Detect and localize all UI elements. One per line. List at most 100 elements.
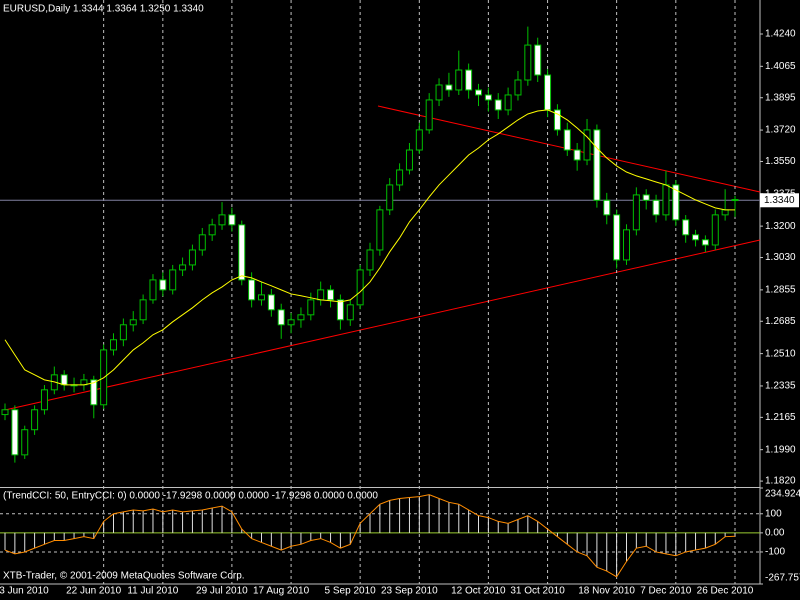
candle-body: [277, 309, 285, 326]
x-tick-label: 3 Jun 2010: [0, 586, 49, 597]
y-tick-label: 1.1990: [765, 444, 796, 455]
x-tick-label: 29 Jul 2010: [196, 586, 248, 597]
candle-body: [31, 409, 39, 431]
footer-note: XTB-Trader, © 2001-2009 MetaQuotes Softw…: [3, 571, 245, 582]
y-tick-label: 1.3030: [765, 252, 796, 263]
candle-body: [652, 199, 660, 216]
candle-body: [169, 269, 177, 291]
candle-body: [583, 129, 591, 161]
candle-body: [524, 44, 532, 81]
candle-body: [336, 299, 344, 321]
y-tick-label: -267.757: [765, 573, 800, 584]
candle-body: [415, 129, 423, 151]
x-tick-label: 5 Sep 2010: [325, 586, 377, 597]
candle-body: [672, 184, 680, 221]
moving-average: [4, 109, 735, 386]
y-tick-label: -100: [765, 547, 785, 558]
candle-body: [425, 99, 433, 131]
candle-body: [642, 194, 650, 201]
y-tick-label: 1.2685: [765, 316, 796, 327]
candle-body: [396, 169, 404, 186]
candle-body: [179, 264, 187, 271]
candle-body: [287, 319, 295, 326]
candle-body: [563, 129, 571, 151]
candle-body: [90, 379, 98, 406]
candle-body: [632, 194, 640, 231]
candle-body: [149, 279, 157, 301]
x-tick-label: 31 Oct 2010: [510, 586, 565, 597]
x-tick-label: 11 Jul 2010: [127, 586, 178, 597]
candle-body: [346, 304, 354, 321]
candle-body: [228, 214, 236, 226]
indicator-title: (TrendCCI: 50, EntryCCI: 0) 0.0000 -17.9…: [3, 491, 378, 502]
current-price-box: [760, 193, 799, 208]
y-tick-label: 1.4065: [765, 61, 796, 72]
y-tick-label: 1.3200: [765, 221, 796, 232]
candle-body: [11, 409, 19, 456]
candle-body: [366, 249, 374, 271]
candle-body: [435, 84, 443, 101]
candle-body: [257, 294, 265, 301]
y-tick-label: 1.3550: [765, 156, 796, 167]
candle-body: [593, 129, 601, 201]
candle-body: [603, 199, 611, 216]
x-tick-label: 12 Oct 2010: [451, 586, 506, 597]
candle-body: [40, 389, 48, 411]
x-tick-label: 7 Dec 2010: [640, 586, 692, 597]
candle-body: [544, 74, 552, 111]
candle-body: [553, 109, 561, 131]
candle-body: [573, 149, 581, 161]
y-tick-label: 1.2165: [765, 412, 796, 423]
y-tick-label: 1.3720: [765, 125, 796, 136]
y-tick-label: 0.00: [765, 528, 785, 539]
y-tick-label: 1.4240: [765, 29, 796, 40]
candle-body: [317, 289, 325, 301]
candle-body: [662, 184, 670, 216]
y-tick-label: 1.1820: [765, 476, 796, 487]
x-tick-label: 26 Dec 2010: [697, 586, 754, 597]
candle-body: [267, 294, 275, 311]
candle-body: [129, 319, 137, 326]
candle-body: [701, 239, 709, 246]
trend-line: [4, 239, 761, 411]
candle-body: [21, 429, 29, 456]
candle-body: [465, 69, 473, 91]
x-tick-label: 22 Jun 2010: [66, 586, 121, 597]
candle-body: [692, 234, 700, 241]
candle-body: [494, 99, 502, 111]
y-tick-label: 234.9246: [765, 489, 800, 500]
y-tick-label: 1.2855: [765, 285, 796, 296]
candle-body: [327, 289, 335, 301]
candle-body: [731, 199, 739, 202]
candle-body: [484, 94, 492, 101]
candle-body: [159, 279, 167, 291]
chart-title: EURUSD,Daily 1.3344 1.3364 1.3250 1.3340: [3, 4, 204, 15]
candle-body: [475, 89, 483, 96]
candle-body: [682, 219, 690, 236]
x-tick-label: 17 Aug 2010: [253, 586, 310, 597]
candle-body: [119, 324, 127, 341]
candle-body: [218, 214, 226, 226]
cci-line: [4, 494, 736, 578]
candle-body: [307, 299, 315, 316]
candle-body: [139, 299, 147, 321]
candle-body: [110, 339, 118, 351]
candle-body: [534, 44, 542, 76]
y-tick-label: 1.2335: [765, 381, 796, 392]
candle-body: [613, 214, 621, 261]
current-price-label: 1.3340: [764, 195, 795, 206]
candle-body: [405, 149, 413, 171]
candle-body: [208, 224, 216, 236]
candle-body: [60, 374, 68, 386]
candle-body: [376, 209, 384, 251]
x-tick-label: 23 Sep 2010: [381, 586, 438, 597]
candle-body: [297, 314, 305, 321]
y-tick-label: 1.3895: [765, 92, 796, 103]
candle-body: [1, 409, 9, 416]
y-tick-label: 100: [765, 508, 782, 519]
y-tick-label: 1.2510: [765, 348, 796, 359]
candle-body: [721, 209, 729, 216]
candle-body: [514, 79, 522, 96]
candle-body: [198, 234, 206, 251]
